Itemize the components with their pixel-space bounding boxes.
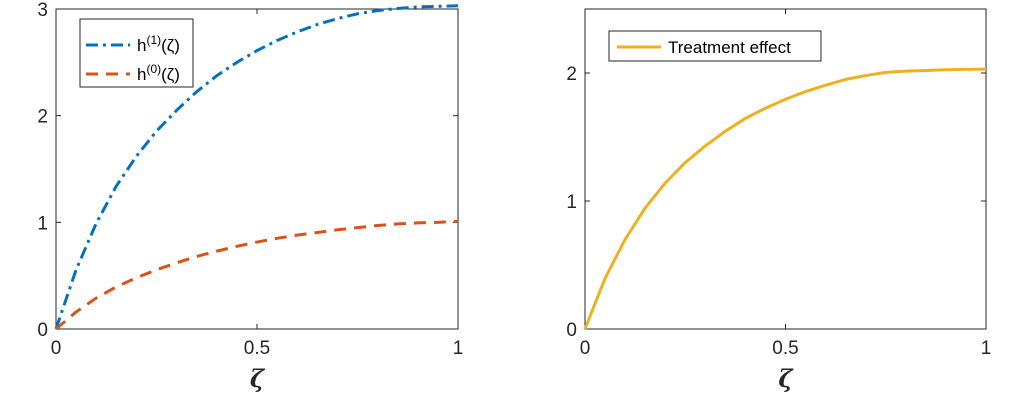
left-chart-legend-box xyxy=(79,18,194,88)
y-tick-label: 1 xyxy=(37,213,48,234)
left-chart-series xyxy=(54,4,459,331)
right-chart-series xyxy=(583,67,987,330)
y-tick-label: 2 xyxy=(37,107,48,128)
right-chart-x-axis-label: ζ xyxy=(778,364,794,393)
legend-label-h1-arg: (ζ) xyxy=(161,36,180,55)
right-chart-ticks: 0 0.5 1 0 1 2 xyxy=(566,9,991,359)
series-line-treatment-effect xyxy=(583,67,987,330)
right-chart: 0 0.5 1 0 1 2 ζ Treatment effect xyxy=(566,8,991,393)
x-tick-label: 0.5 xyxy=(772,338,798,359)
series-line-h-1 xyxy=(54,4,459,330)
legend-label-h0-arg: (ζ) xyxy=(161,65,180,84)
y-tick-label: 2 xyxy=(566,64,577,85)
legend-label-treatment-effect: Treatment effect xyxy=(668,38,791,57)
y-tick-label: 0 xyxy=(566,320,577,341)
x-tick-label: 1 xyxy=(453,338,464,359)
legend-label-h1-sup: (1) xyxy=(146,33,161,47)
x-tick-label: 0 xyxy=(51,338,62,359)
legend-label-h0: h(0)(ζ) xyxy=(137,62,180,84)
y-tick-label: 0 xyxy=(37,320,48,341)
legend-label-h0-sup: (0) xyxy=(146,62,161,76)
legend-label-h0-base: h xyxy=(137,65,146,84)
left-chart-legend: h(1)(ζ) h(0)(ζ) xyxy=(79,18,194,88)
x-tick-label: 1 xyxy=(981,338,992,359)
left-chart-x-axis-label: ζ xyxy=(250,364,266,393)
left-chart-ticks: 0 0.5 1 0 1 2 3 xyxy=(37,0,463,359)
right-chart-legend: Treatment effect xyxy=(608,30,822,62)
legend-label-h1-base: h xyxy=(137,36,146,55)
y-tick-label: 3 xyxy=(37,0,48,21)
x-tick-label: 0 xyxy=(580,338,591,359)
legend-label-h1: h(1)(ζ) xyxy=(137,33,180,55)
y-tick-label: 1 xyxy=(566,192,577,213)
series-line-h-0 xyxy=(55,219,459,331)
x-tick-label: 0.5 xyxy=(244,338,270,359)
